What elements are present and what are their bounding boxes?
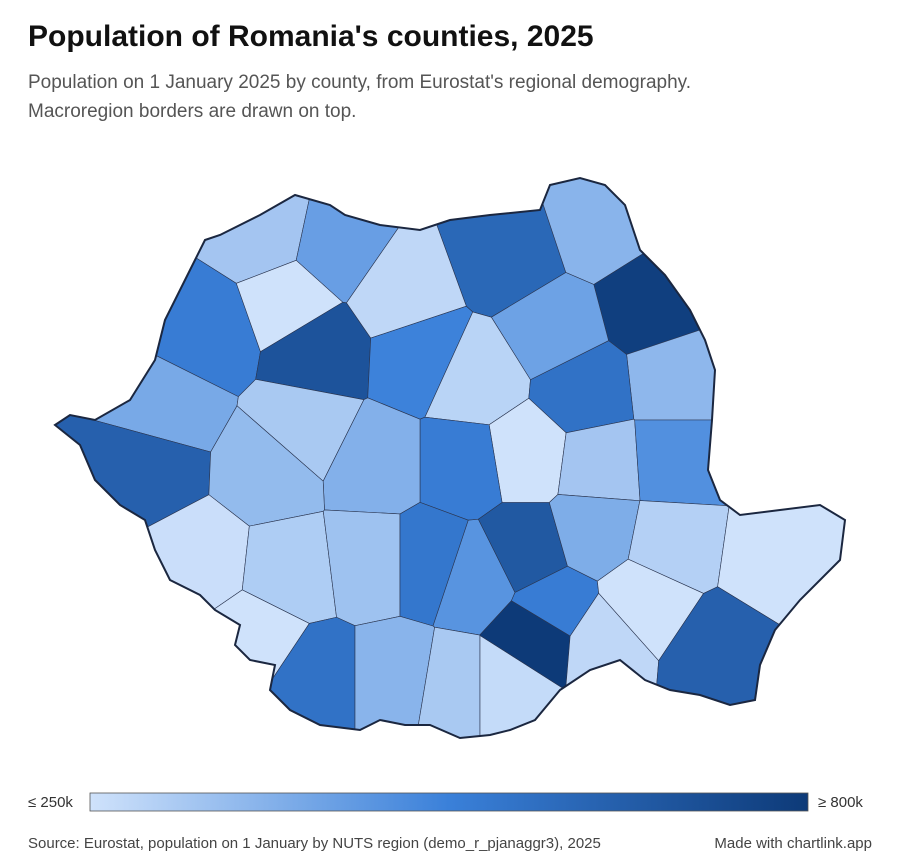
county bbox=[419, 416, 503, 521]
country-border bbox=[53, 176, 847, 740]
legend-max-label: ≥ 800k bbox=[818, 794, 863, 811]
legend-scale bbox=[89, 792, 809, 812]
county bbox=[634, 419, 730, 507]
credit: Made with chartlink.app bbox=[714, 835, 872, 852]
subtitle: Macroregion borders are drawn on top. bbox=[28, 101, 357, 122]
title: Population of Romania's counties, 2025 bbox=[28, 20, 594, 53]
map: ≤ 250k ≥ 800k bbox=[28, 176, 863, 812]
legend-min-label: ≤ 250k bbox=[28, 794, 73, 811]
source: Source: Eurostat, population on 1 Januar… bbox=[28, 835, 601, 852]
subtitle: Population on 1 January 2025 by county, … bbox=[28, 72, 692, 93]
